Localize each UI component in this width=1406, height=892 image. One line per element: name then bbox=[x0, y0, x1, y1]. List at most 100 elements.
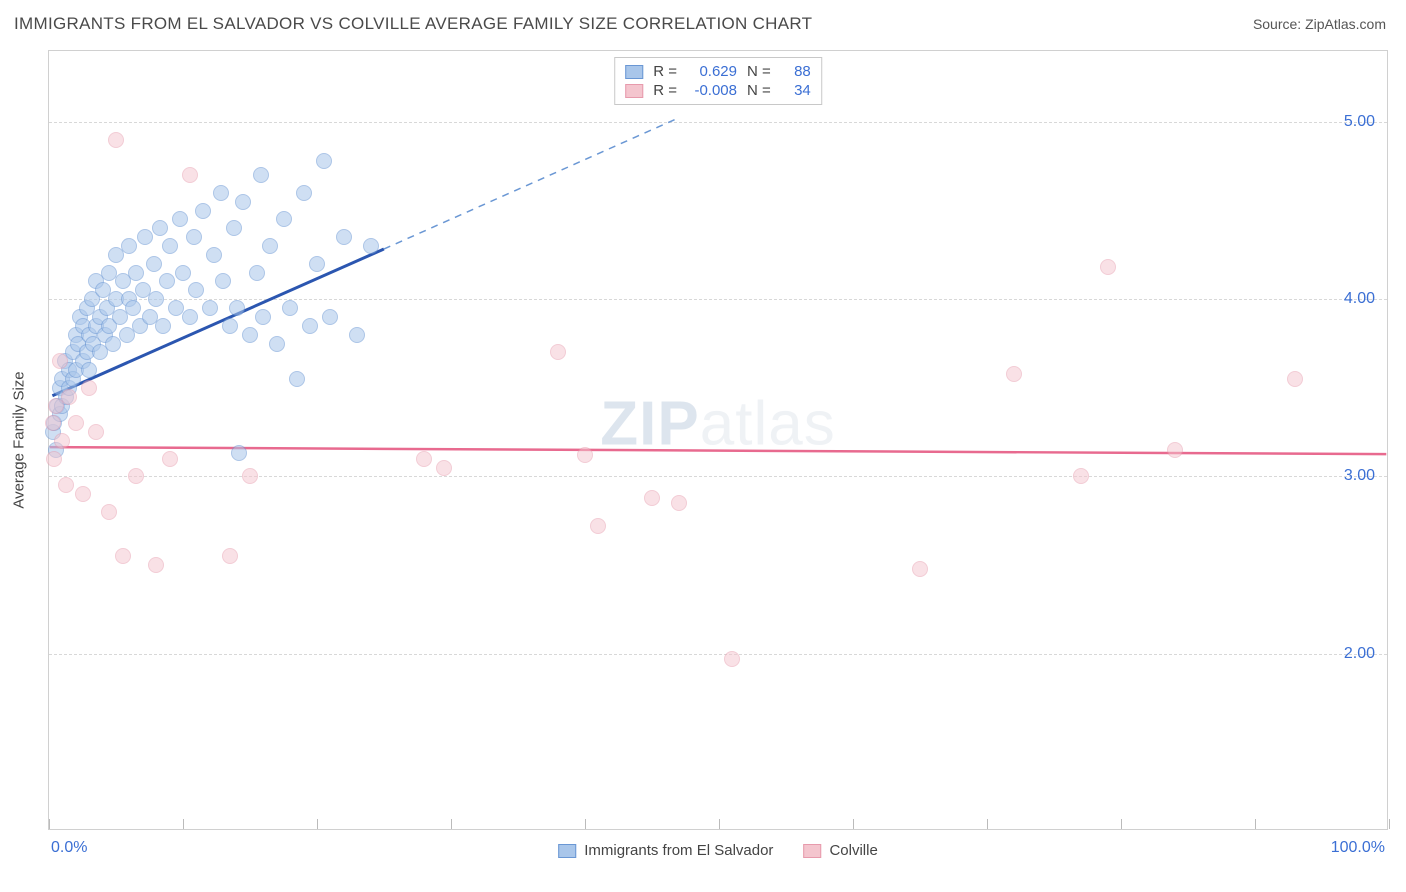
data-point bbox=[172, 211, 188, 227]
data-point bbox=[436, 460, 452, 476]
watermark-part2: atlas bbox=[700, 390, 836, 459]
data-point bbox=[137, 229, 153, 245]
data-point bbox=[175, 265, 191, 281]
trendlines-layer bbox=[49, 51, 1387, 829]
data-point bbox=[125, 300, 141, 316]
data-point bbox=[54, 433, 70, 449]
data-point bbox=[186, 229, 202, 245]
data-point bbox=[269, 336, 285, 352]
y-axis-title: Average Family Size bbox=[11, 371, 28, 508]
legend-label: Colville bbox=[829, 842, 877, 859]
data-point bbox=[363, 238, 379, 254]
data-point bbox=[148, 557, 164, 573]
r-label: R = bbox=[653, 63, 677, 80]
data-point bbox=[115, 548, 131, 564]
data-point bbox=[155, 318, 171, 334]
data-point bbox=[577, 447, 593, 463]
x-tick bbox=[49, 819, 50, 829]
legend-swatch bbox=[625, 84, 643, 98]
data-point bbox=[152, 220, 168, 236]
data-point bbox=[276, 211, 292, 227]
data-point bbox=[222, 318, 238, 334]
data-point bbox=[309, 256, 325, 272]
data-point bbox=[222, 548, 238, 564]
data-point bbox=[188, 282, 204, 298]
trend-line bbox=[384, 118, 678, 249]
n-label: N = bbox=[747, 82, 771, 99]
data-point bbox=[128, 468, 144, 484]
x-tick bbox=[719, 819, 720, 829]
r-value: -0.008 bbox=[687, 82, 737, 99]
data-point bbox=[81, 362, 97, 378]
data-point bbox=[162, 451, 178, 467]
data-point bbox=[255, 309, 271, 325]
y-tick-label: 2.00 bbox=[1344, 645, 1375, 663]
data-point bbox=[302, 318, 318, 334]
gridline bbox=[49, 654, 1387, 655]
data-point bbox=[590, 518, 606, 534]
data-point bbox=[282, 300, 298, 316]
stats-row: R =0.629N =88 bbox=[625, 62, 811, 81]
data-point bbox=[159, 273, 175, 289]
legend-swatch bbox=[625, 65, 643, 79]
x-tick bbox=[853, 819, 854, 829]
n-value: 34 bbox=[781, 82, 811, 99]
data-point bbox=[101, 504, 117, 520]
data-point bbox=[128, 265, 144, 281]
data-point bbox=[1006, 366, 1022, 382]
x-tick bbox=[987, 819, 988, 829]
data-point bbox=[1167, 442, 1183, 458]
r-value: 0.629 bbox=[687, 63, 737, 80]
legend: Immigrants from El Salvador Colville bbox=[558, 842, 878, 859]
r-label: R = bbox=[653, 82, 677, 99]
x-tick bbox=[451, 819, 452, 829]
x-tick bbox=[317, 819, 318, 829]
data-point bbox=[195, 203, 211, 219]
data-point bbox=[550, 344, 566, 360]
data-point bbox=[1287, 371, 1303, 387]
legend-swatch bbox=[558, 844, 576, 858]
data-point bbox=[1100, 259, 1116, 275]
n-value: 88 bbox=[781, 63, 811, 80]
data-point bbox=[202, 300, 218, 316]
trend-line bbox=[50, 447, 1387, 454]
x-tick bbox=[1389, 819, 1390, 829]
x-tick bbox=[585, 819, 586, 829]
data-point bbox=[336, 229, 352, 245]
stats-row: R = -0.008 N = 34 bbox=[625, 81, 811, 100]
data-point bbox=[296, 185, 312, 201]
data-point bbox=[206, 247, 222, 263]
data-point bbox=[46, 451, 62, 467]
y-tick-label: 5.00 bbox=[1344, 113, 1375, 131]
data-point bbox=[88, 424, 104, 440]
source-name: ZipAtlas.com bbox=[1305, 16, 1386, 32]
data-point bbox=[108, 132, 124, 148]
data-point bbox=[58, 477, 74, 493]
data-point bbox=[416, 451, 432, 467]
x-axis-min-label: 0.0% bbox=[51, 839, 87, 857]
watermark-part1: ZIP bbox=[600, 390, 699, 459]
data-point bbox=[671, 495, 687, 511]
source-prefix: Source: bbox=[1253, 16, 1305, 32]
data-point bbox=[289, 371, 305, 387]
data-point bbox=[61, 389, 77, 405]
data-point bbox=[148, 291, 164, 307]
data-point bbox=[262, 238, 278, 254]
data-point bbox=[81, 380, 97, 396]
data-point bbox=[182, 309, 198, 325]
source-attribution: Source: ZipAtlas.com bbox=[1253, 16, 1386, 32]
x-tick bbox=[1121, 819, 1122, 829]
data-point bbox=[724, 651, 740, 667]
y-tick-label: 3.00 bbox=[1344, 467, 1375, 485]
data-point bbox=[349, 327, 365, 343]
data-point bbox=[249, 265, 265, 281]
data-point bbox=[213, 185, 229, 201]
legend-label: Immigrants from El Salvador bbox=[584, 842, 773, 859]
gridline bbox=[49, 122, 1387, 123]
data-point bbox=[242, 468, 258, 484]
x-tick bbox=[1255, 819, 1256, 829]
correlation-stats-box: R = 0.629 N = 88R = -0.008 N = 34 bbox=[614, 57, 822, 105]
legend-item: Colville bbox=[803, 842, 877, 859]
y-tick-label: 4.00 bbox=[1344, 290, 1375, 308]
data-point bbox=[322, 309, 338, 325]
